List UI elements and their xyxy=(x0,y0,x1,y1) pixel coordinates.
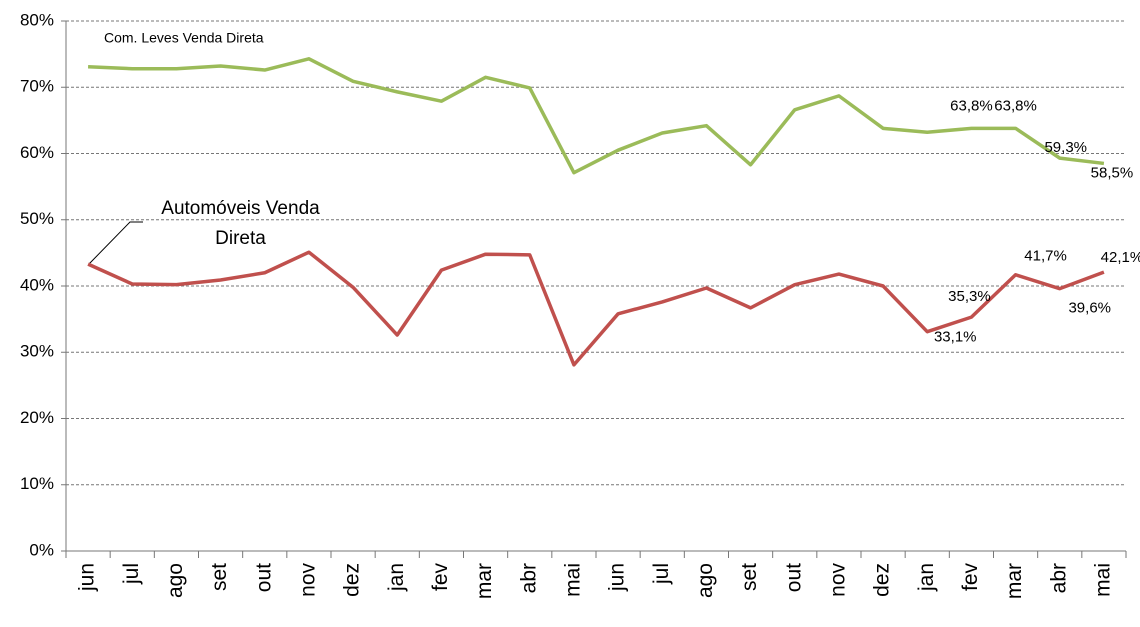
data-label: 42,1% xyxy=(1101,249,1140,266)
x-tick-label: set xyxy=(738,563,761,591)
y-tick-label: 60% xyxy=(20,143,54,162)
y-tick-label: 10% xyxy=(20,474,54,493)
x-tick-label: abr xyxy=(1047,563,1070,593)
data-label: 58,5% xyxy=(1091,164,1134,181)
x-tick-label: mar xyxy=(1003,563,1026,599)
x-tick-label: jul xyxy=(120,563,143,585)
data-label: 33,1% xyxy=(934,329,977,346)
series-annotation: Automóveis Venda Direta xyxy=(161,198,320,249)
x-tick-label: set xyxy=(208,563,231,591)
x-tick-label: ago xyxy=(164,563,187,598)
x-tick-label: out xyxy=(782,563,805,592)
x-tick-label: jun xyxy=(76,563,99,592)
x-tick-label: nov xyxy=(296,563,319,597)
x-tick-label: jan xyxy=(915,563,938,592)
x-tick-label: jun xyxy=(606,563,629,592)
data-label: 63,8% xyxy=(994,97,1037,114)
x-tick-label: ago xyxy=(694,563,717,598)
x-tick-label: nov xyxy=(826,563,849,597)
x-tick-label: abr xyxy=(517,563,540,593)
y-tick-label: 50% xyxy=(20,209,54,228)
x-tick-label: dez xyxy=(871,563,894,597)
series-annotation: Com. Leves Venda Direta xyxy=(104,30,264,46)
y-tick-label: 70% xyxy=(20,77,54,96)
y-tick-label: 20% xyxy=(20,408,54,427)
y-tick-label: 0% xyxy=(29,540,54,559)
x-tick-label: mai xyxy=(1091,563,1114,597)
y-tick-label: 80% xyxy=(20,10,54,29)
data-label: 59,3% xyxy=(1044,139,1087,156)
data-label: 63,8% xyxy=(950,97,993,114)
x-tick-label: jan xyxy=(385,563,408,592)
series-line xyxy=(88,57,1105,175)
x-tick-label: out xyxy=(252,563,275,592)
annotation-leader xyxy=(88,221,143,265)
x-tick-label: jul xyxy=(650,563,673,585)
x-tick-label: fev xyxy=(429,563,452,592)
data-label: 39,6% xyxy=(1068,300,1111,317)
y-tick-label: 30% xyxy=(20,342,54,361)
series-line xyxy=(87,250,1105,367)
x-tick-label: dez xyxy=(341,563,364,597)
data-label: 35,3% xyxy=(948,288,991,305)
data-label: 41,7% xyxy=(1024,248,1067,265)
x-tick-label: mai xyxy=(561,563,584,597)
x-tick-label: fev xyxy=(959,563,982,592)
y-tick-label: 40% xyxy=(20,275,54,294)
x-tick-label: mar xyxy=(473,563,496,599)
